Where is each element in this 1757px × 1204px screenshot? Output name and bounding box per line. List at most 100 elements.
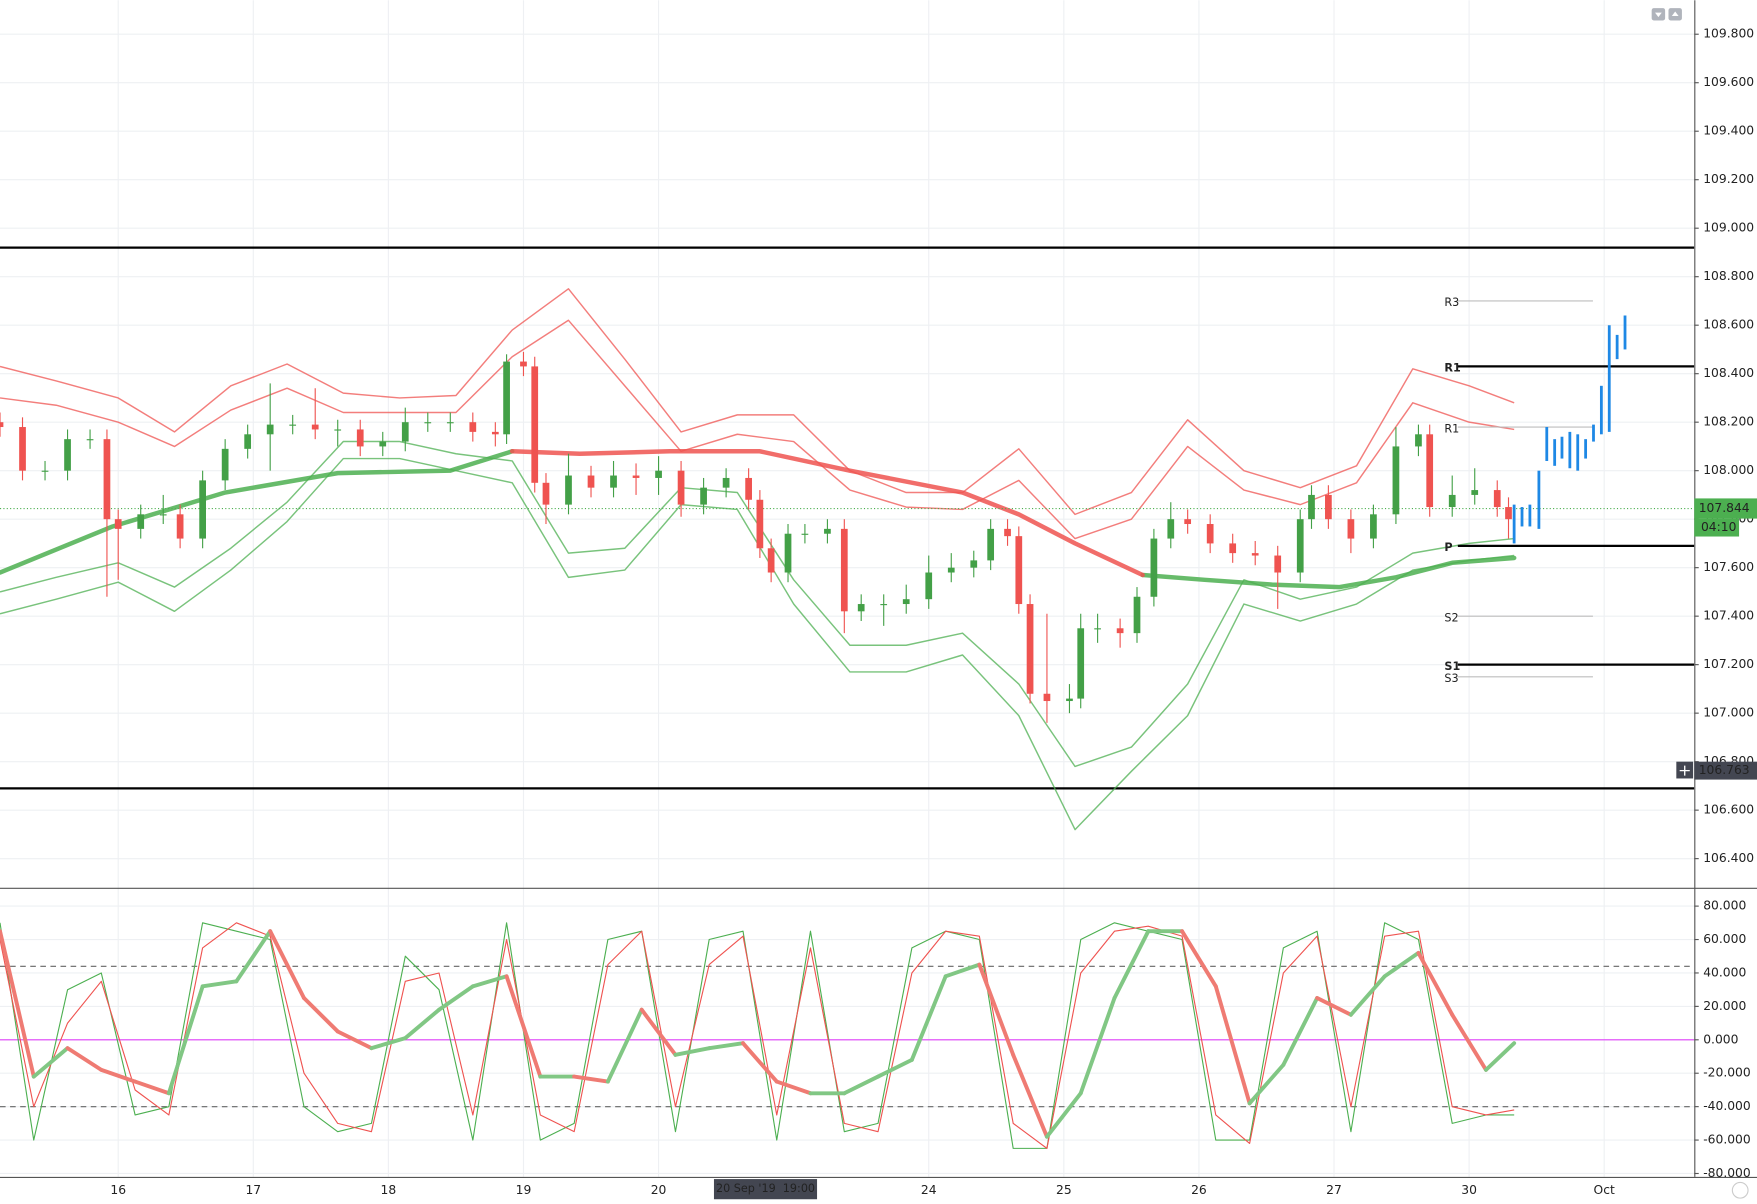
last-price-badge (1694, 498, 1757, 519)
candle-body (19, 427, 26, 471)
candle-body (1392, 446, 1400, 515)
osc-main-segment (1078, 996, 1117, 1096)
candle-body (1370, 514, 1377, 539)
candle-body (840, 528, 848, 612)
candle-body (520, 361, 527, 367)
osc-main-segment (0, 929, 36, 1079)
expand-icon (1671, 11, 1679, 16)
candle-body (64, 439, 71, 471)
band-line (0, 457, 1515, 831)
osc-main-segment (876, 1057, 914, 1079)
osc-main-segment (572, 1074, 610, 1084)
candle-body (114, 519, 122, 529)
candle-body (1094, 628, 1101, 630)
candle-body (1471, 490, 1479, 495)
candle-body (632, 475, 640, 478)
candle-body (1043, 693, 1051, 702)
candle-body (1066, 698, 1073, 702)
candle-body (880, 604, 888, 606)
osc-tick-label: -80.000 (1703, 1166, 1751, 1180)
x-tick-label: 25 (1056, 1183, 1072, 1197)
osc-main-segment (1382, 950, 1421, 979)
osc-tick-label: -20.000 (1703, 1066, 1751, 1080)
osc-main-segment (99, 1067, 138, 1084)
band-line (0, 440, 1515, 768)
candle-body (1415, 434, 1422, 447)
candle-body (542, 482, 550, 505)
candle-body (1116, 628, 1124, 634)
crosshair-time-label: 20 Sep '19 19:00 (716, 1182, 815, 1195)
osc-main-segment (1348, 974, 1387, 1017)
y-tick-label: 109.000 (1703, 221, 1754, 235)
candle-body (677, 470, 685, 505)
candle-body (1150, 538, 1158, 597)
candle-body (1448, 494, 1456, 508)
candle-body (1505, 507, 1512, 520)
pivot-label: S2 (1444, 611, 1458, 624)
candle-body (700, 487, 707, 505)
moving-average (509, 449, 1145, 578)
candle-body (925, 572, 933, 600)
candle-body (41, 470, 49, 472)
oscillator-pane (0, 922, 1695, 1149)
y-tick-label: 108.800 (1703, 269, 1754, 283)
crosshair-time-badge (713, 1179, 818, 1200)
candle-body (491, 431, 499, 435)
x-tick-label: 30 (1461, 1183, 1477, 1197)
candle-body (1077, 628, 1085, 699)
candle-body (610, 475, 617, 488)
osc-tick-label: -60.000 (1703, 1133, 1751, 1147)
osc-main-segment (1044, 1091, 1083, 1139)
candle-body (356, 429, 364, 447)
auto-scale-button[interactable] (1731, 1181, 1749, 1199)
osc-main-segment (1450, 1012, 1488, 1072)
candle-body (531, 366, 539, 483)
x-tick-label: 27 (1326, 1183, 1342, 1197)
candle-body (587, 475, 595, 488)
osc-main-segment (943, 962, 982, 979)
candle-body (1133, 596, 1141, 634)
labels: 16 17 18 19 20 24 25 26 27 30 Oct 106.400 106.600 106… (110, 27, 1757, 1200)
y-tick-label: 109.800 (1703, 27, 1754, 41)
candle-body (1493, 490, 1501, 508)
candle-body (469, 422, 477, 432)
y-tick-label: 107.400 (1703, 609, 1754, 623)
candle-body (565, 475, 572, 505)
osc-k-line (0, 922, 1515, 1149)
candle-body (767, 548, 775, 573)
candle-body (784, 533, 792, 573)
crosshair-badge (1694, 761, 1757, 780)
y-tick-label: 109.400 (1703, 124, 1754, 138)
candle-body (221, 448, 229, 481)
candle-body (176, 514, 184, 539)
candle-body (1426, 434, 1434, 508)
candle-body (655, 470, 662, 478)
osc-main-segment (301, 996, 340, 1034)
candle-body (289, 424, 297, 426)
osc-main-segment (707, 1041, 745, 1051)
osc-main-segment (842, 1074, 881, 1096)
candle-body (1251, 553, 1259, 556)
osc-main-segment (1112, 929, 1151, 1000)
y-tick-label: 106.600 (1703, 803, 1754, 817)
countdown-label: 04:10 (1701, 520, 1737, 534)
candle-body (722, 477, 730, 488)
candle-body (745, 477, 752, 500)
osc-main-segment (470, 974, 509, 989)
x-tick-label: Oct (1594, 1183, 1615, 1197)
y-tick-label: 108.200 (1703, 415, 1754, 429)
osc-main-segment (369, 1036, 408, 1051)
osc-main-segment (1011, 1052, 1049, 1139)
y-tick-label: 107.600 (1703, 560, 1754, 574)
crosshair-price-label: 106.763 (1699, 763, 1750, 777)
osc-main-segment (1247, 1062, 1286, 1106)
osc-tick-label: 60.000 (1703, 932, 1746, 946)
candle-body (987, 528, 995, 561)
osc-main-segment (741, 1041, 779, 1084)
candle-body (1004, 528, 1011, 537)
candle-body (824, 528, 831, 534)
candle-body (902, 599, 910, 605)
osc-tick-label: 0.000 (1703, 1032, 1738, 1046)
